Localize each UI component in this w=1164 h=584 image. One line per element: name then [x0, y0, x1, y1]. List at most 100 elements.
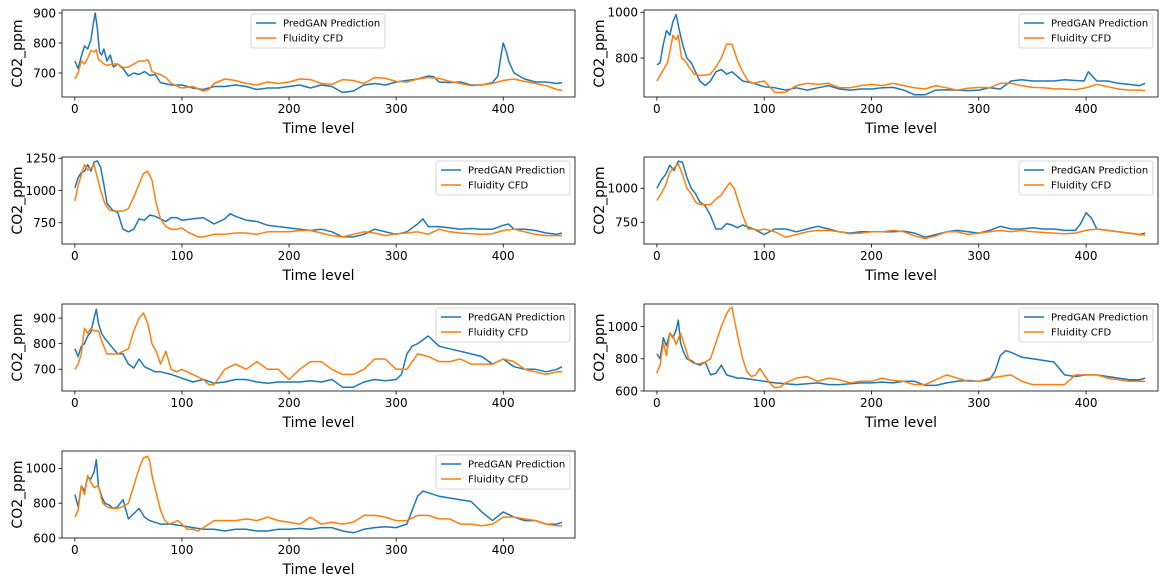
y-axis-label: CO2_ppm: [10, 166, 26, 234]
legend-box: [435, 160, 571, 196]
legend-box: [250, 13, 386, 49]
panel-2: 0 100 200 300 400 800 1000 Time level CO2_ppm Pre…: [592, 6, 1159, 137]
x-tick-label: 100: [170, 543, 193, 557]
legend-box: [1018, 160, 1154, 196]
y-axis-label: CO2_ppm: [592, 19, 608, 87]
series-line-predgan: [74, 458, 563, 534]
x-axis-label: Time level: [864, 415, 937, 431]
x-axis-label: Time level: [281, 268, 354, 284]
x-axis-label: Time level: [281, 121, 354, 137]
x-tick-label: 0: [71, 102, 79, 116]
x-tick-label: 300: [385, 102, 408, 116]
axes-frame: [643, 303, 1159, 392]
y-axis-label: CO2_ppm: [10, 313, 26, 381]
axes-frame: [643, 9, 1159, 98]
axes-frame: [643, 156, 1159, 245]
legend: PredGAN Prediction Fluidity CFD: [435, 454, 571, 490]
x-tick-label: 300: [385, 543, 408, 557]
series-line-cfd: [656, 306, 1146, 389]
legend-label-predgan: PredGAN Prediction: [468, 313, 565, 324]
y-tick-label: 1000: [25, 184, 56, 198]
panel-7: 0 100 200 300 400 600 800 1000 Time level CO2_ppm…: [10, 450, 576, 578]
x-tick-label: 0: [71, 249, 79, 263]
axes-frame: [61, 9, 576, 98]
y-tick-label: 900: [33, 311, 56, 325]
legend-label-predgan: PredGAN Prediction: [1051, 19, 1148, 30]
x-tick-label: 100: [170, 249, 193, 263]
x-tick-label: 300: [967, 396, 990, 410]
legend-label-cfd: Fluidity CFD: [468, 475, 529, 486]
y-tick-label: 800: [33, 497, 56, 511]
x-tick-label: 200: [278, 396, 301, 410]
legend-label-predgan: PredGAN Prediction: [468, 460, 565, 471]
legend-label-cfd: Fluidity CFD: [1051, 34, 1112, 45]
x-axis-label: Time level: [864, 268, 937, 284]
legend-label-cfd: Fluidity CFD: [283, 34, 344, 45]
x-tick-label: 200: [860, 102, 883, 116]
series-line-cfd: [74, 455, 563, 532]
y-axis-label: CO2_ppm: [592, 313, 608, 381]
x-tick-label: 0: [653, 396, 661, 410]
legend: PredGAN Prediction Fluidity CFD: [250, 13, 386, 49]
panel-5: 0 100 200 300 400 700 800 900 Time level CO2_ppm P…: [10, 303, 576, 431]
series-line-predgan: [74, 12, 563, 94]
y-tick-label: 700: [33, 363, 56, 377]
y-tick-label: 800: [33, 337, 56, 351]
axes-frame: [61, 450, 576, 539]
x-tick-label: 200: [278, 543, 301, 557]
legend-box: [435, 307, 571, 343]
series-line-cfd: [656, 163, 1146, 240]
y-tick-label: 900: [33, 6, 56, 20]
legend-label-predgan: PredGAN Prediction: [1051, 166, 1148, 177]
y-tick-label: 1000: [25, 462, 56, 476]
y-tick-label: 1000: [607, 182, 638, 196]
y-tick-label: 600: [615, 384, 638, 398]
x-tick-label: 400: [1075, 249, 1098, 263]
x-tick-label: 200: [860, 396, 883, 410]
legend-label-cfd: Fluidity CFD: [1051, 181, 1112, 192]
x-tick-label: 400: [1075, 396, 1098, 410]
panel-6: 0 100 200 300 400 600 800 1000 Time level CO2_ppm…: [592, 303, 1159, 431]
x-tick-label: 0: [71, 396, 79, 410]
panel-4: 0 100 200 300 400 750 1000 Time level CO2_ppm Pre…: [592, 156, 1159, 284]
x-tick-label: 100: [753, 249, 776, 263]
legend-label-predgan: PredGAN Prediction: [468, 166, 565, 177]
x-tick-label: 300: [385, 249, 408, 263]
legend-box: [435, 454, 571, 490]
legend: PredGAN Prediction Fluidity CFD: [1018, 13, 1154, 49]
series-line-cfd: [74, 163, 563, 238]
series-line-cfd: [74, 312, 563, 386]
series-line-predgan: [74, 308, 563, 388]
x-tick-label: 300: [967, 102, 990, 116]
legend-label-cfd: Fluidity CFD: [1051, 328, 1112, 339]
panel-3: 0 100 200 300 400 750 1000 1250 Time level CO2_pp…: [10, 152, 576, 284]
series-line-cfd: [656, 34, 1146, 94]
legend-box: [1018, 13, 1154, 49]
x-tick-label: 100: [753, 102, 776, 116]
series-line-predgan: [656, 160, 1146, 238]
y-tick-label: 750: [615, 216, 638, 230]
legend: PredGAN Prediction Fluidity CFD: [435, 307, 571, 343]
x-tick-label: 100: [753, 396, 776, 410]
panel-1: 0 100 200 300 400 700 800 900 Time level CO2_ppm P…: [10, 6, 576, 137]
legend-label-cfd: Fluidity CFD: [468, 328, 529, 339]
x-tick-label: 200: [860, 249, 883, 263]
legend: PredGAN Prediction Fluidity CFD: [1018, 307, 1154, 343]
series-line-predgan: [74, 160, 563, 238]
x-tick-label: 400: [1075, 102, 1098, 116]
x-tick-label: 300: [967, 249, 990, 263]
x-tick-label: 300: [385, 396, 408, 410]
legend-label-predgan: PredGAN Prediction: [1051, 313, 1148, 324]
y-axis-label: CO2_ppm: [592, 166, 608, 234]
series-line-predgan: [656, 13, 1146, 96]
y-tick-label: 800: [33, 36, 56, 50]
series-line-predgan: [656, 319, 1146, 387]
x-tick-label: 200: [278, 102, 301, 116]
y-tick-label: 1250: [25, 152, 56, 166]
y-tick-label: 800: [615, 352, 638, 366]
y-tick-label: 600: [33, 531, 56, 545]
x-axis-label: Time level: [864, 121, 937, 137]
legend-box: [1018, 307, 1154, 343]
x-tick-label: 200: [278, 249, 301, 263]
y-tick-label: 800: [615, 51, 638, 65]
